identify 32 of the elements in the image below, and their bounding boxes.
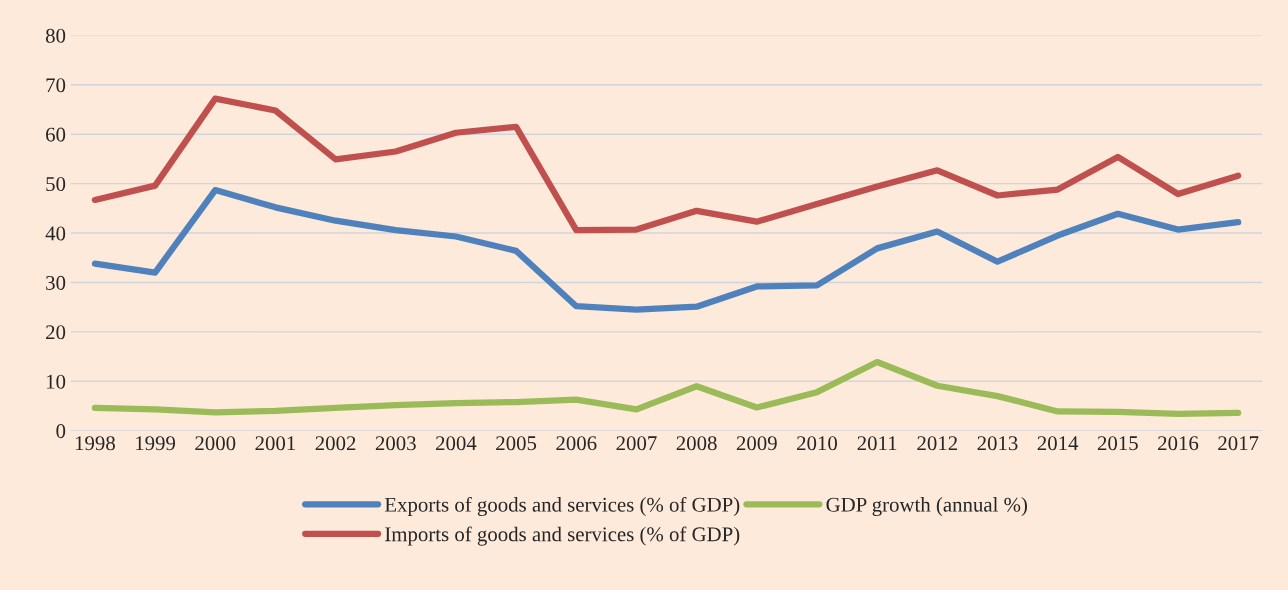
x-tick-label: 2007 — [616, 436, 657, 451]
y-tick-label: 10 — [46, 374, 66, 389]
x-tick-label: 2006 — [556, 436, 597, 451]
x-tick-label: 2010 — [797, 436, 838, 451]
x-tick-label: 2004 — [436, 436, 477, 451]
x-tick-label: 1999 — [136, 436, 176, 451]
y-tick-label: 50 — [46, 177, 66, 192]
y-tick-label: 0 — [56, 424, 66, 439]
x-tick-label: 2008 — [676, 436, 717, 451]
y-tick-label: 20 — [46, 325, 66, 340]
x-tick-label: 2015 — [1097, 436, 1138, 451]
x-tick-label: 2005 — [496, 436, 537, 451]
x-tick-label: 2001 — [255, 436, 296, 451]
y-tick-label: 60 — [46, 127, 66, 142]
legend-label: GDP growth (annual %) — [826, 497, 1027, 517]
y-tick-label: 40 — [45, 226, 66, 241]
x-tick-label: 2003 — [375, 436, 416, 451]
x-tick-label: 2012 — [917, 436, 957, 451]
x-tick-label: 2016 — [1158, 436, 1199, 451]
y-tick-label: 80 — [45, 28, 66, 43]
x-tick-label: 1998 — [75, 436, 115, 451]
legend-label: Exports of goods and services (% of GDP) — [384, 496, 740, 517]
y-tick-label: 30 — [46, 275, 66, 290]
x-tick-label: 2017 — [1218, 436, 1259, 451]
x-tick-label: 2014 — [1037, 436, 1079, 451]
y-tick-label: 70 — [46, 78, 66, 93]
x-tick-label: 2013 — [977, 436, 1018, 451]
legend-label: Imports of goods and services (% of GDP) — [385, 526, 740, 546]
x-tick-label: 2011 — [857, 436, 897, 451]
x-tick-label: 2000 — [195, 436, 236, 451]
x-tick-label: 2009 — [736, 436, 777, 451]
x-tick-label: 2002 — [315, 436, 356, 451]
